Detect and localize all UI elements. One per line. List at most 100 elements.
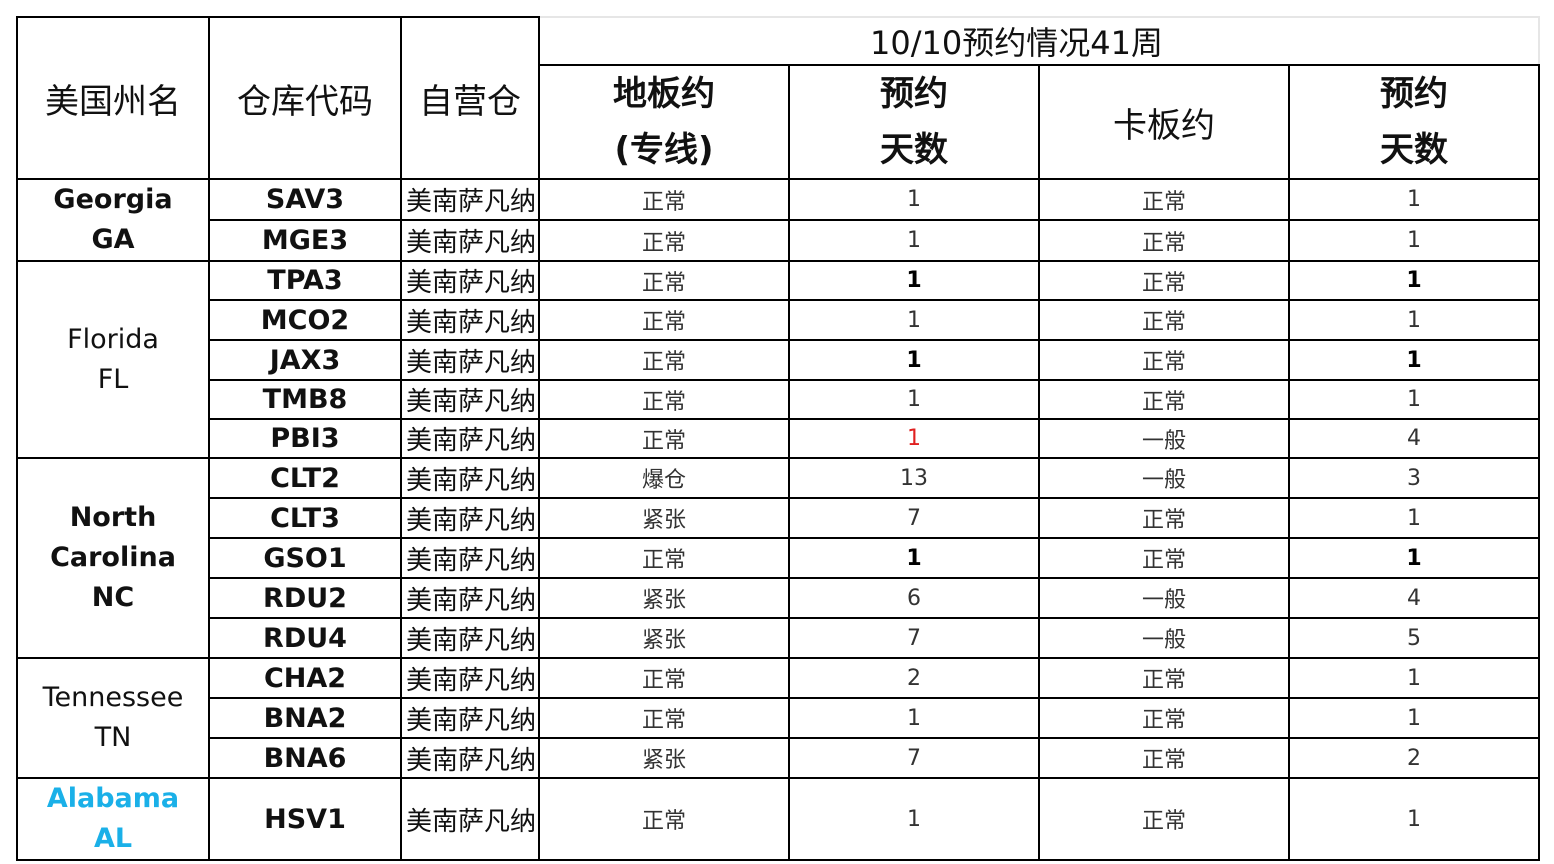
truck-days: 1 [1287,777,1541,861]
floor-status: 正常 [538,777,790,861]
floor-status: 正常 [538,178,790,221]
self-warehouse: 美南萨凡纳 [400,219,540,262]
truck-status: 一般 [1038,617,1290,659]
floor-status: 正常 [538,379,790,420]
table-title: 10/10预约情况41周 [537,16,1541,66]
table-row: RDU2 美南萨凡纳 紧张 6 一般 4 [17,577,1541,619]
state-name-line: Georgia [53,184,173,215]
warehouse-code: TMB8 [208,379,402,420]
floor-days: 1 [788,777,1040,861]
warehouse-code: MGE3 [208,219,402,262]
table-row: JAX3 美南萨凡纳 正常 1 正常 1 [17,339,1541,381]
table-row: MGE3 美南萨凡纳 正常 1 正常 1 [17,219,1541,262]
truck-status: 正常 [1038,339,1290,381]
floor-status: 紧张 [538,617,790,659]
truck-status: 正常 [1038,379,1290,420]
truck-days: 1 [1287,178,1541,221]
truck-status: 一般 [1038,577,1290,619]
header-floor-line2: (专线) [614,130,714,170]
state-name-line: TN [94,722,132,753]
header-days-line1: 预约 [880,74,948,114]
truck-days: 1 [1287,219,1541,262]
state-cell: Georgia GA [16,178,210,262]
header-days-line1: 预约 [1380,74,1448,114]
state-name-line: GA [91,224,135,255]
state-cell: Tennessee TN [16,657,210,779]
floor-days: 1 [788,299,1040,341]
truck-status: 正常 [1038,777,1290,861]
self-warehouse: 美南萨凡纳 [400,737,540,779]
table-row: MCO2 美南萨凡纳 正常 1 正常 1 [17,299,1541,341]
state-cell: North Carolina NC [16,457,210,659]
self-warehouse: 美南萨凡纳 [400,178,540,221]
warehouse-code: RDU2 [208,577,402,619]
truck-status: 正常 [1038,697,1290,739]
truck-status: 正常 [1038,219,1290,262]
header-truck-days: 预约 天数 [1287,64,1541,180]
truck-status: 正常 [1038,737,1290,779]
truck-days: 5 [1287,617,1541,659]
self-warehouse: 美南萨凡纳 [400,537,540,579]
truck-status: 正常 [1038,537,1290,579]
header-self-operated: 自营仓 [400,16,540,180]
state-name-line: Tennessee [42,682,184,713]
state-cell: Alabama AL [16,777,210,861]
table-row: GSO1 美南萨凡纳 正常 1 正常 1 [17,537,1541,579]
floor-status: 正常 [538,657,790,699]
state-name-line: Carolina [50,542,176,573]
state-name-line: FL [97,363,129,395]
self-warehouse: 美南萨凡纳 [400,777,540,861]
self-warehouse: 美南萨凡纳 [400,497,540,539]
warehouse-code: TPA3 [208,260,402,301]
header-days-line2: 天数 [880,130,948,170]
warehouse-code: SAV3 [208,178,402,221]
self-warehouse: 美南萨凡纳 [400,657,540,699]
floor-status: 正常 [538,299,790,341]
floor-days: 1 [788,219,1040,262]
header-code: 仓库代码 [208,16,402,180]
floor-status: 正常 [538,339,790,381]
warehouse-code: RDU4 [208,617,402,659]
truck-days: 1 [1287,537,1541,579]
floor-status: 正常 [538,537,790,579]
table-row: Florida FL TPA3 美南萨凡纳 正常 1 正常 1 [16,260,1541,459]
floor-days: 1 [788,339,1040,381]
truck-status: 正常 [1038,178,1290,221]
truck-status: 正常 [1038,497,1290,539]
warehouse-code: HSV1 [208,777,402,861]
self-warehouse: 美南萨凡纳 [400,339,540,381]
floor-days: 7 [788,617,1040,659]
floor-days: 1 [788,260,1040,301]
floor-status: 正常 [538,418,790,459]
truck-days: 4 [1287,418,1541,459]
warehouse-code: PBI3 [208,418,402,459]
floor-status: 爆仓 [538,457,790,499]
table-row: CLT3 美南萨凡纳 紧张 7 正常 1 [17,497,1541,539]
floor-status: 紧张 [538,577,790,619]
state-name-line: NC [91,582,135,613]
header-floor-line1: 地板约 [613,74,715,114]
warehouse-code: BNA2 [208,697,402,739]
header-days-line2: 天数 [1380,130,1448,170]
warehouse-code: CLT2 [208,457,402,499]
truck-days: 2 [1287,737,1541,779]
truck-days: 1 [1287,299,1541,341]
table-row: BNA6 美南萨凡纳 紧张 7 正常 2 [17,737,1541,779]
floor-days: 2 [788,657,1040,699]
warehouse-code: CHA2 [208,657,402,699]
truck-status: 正常 [1038,299,1290,341]
self-warehouse: 美南萨凡纳 [400,260,540,301]
floor-status: 正常 [538,219,790,262]
truck-days: 1 [1287,497,1541,539]
reservation-table: 美国州名 仓库代码 自营仓 10/10预约情况41周 地板约 (专线) 预约 天数 … [16,16,1541,861]
header-truck: 卡板约 [1038,64,1290,180]
floor-days: 7 [788,737,1040,779]
state-name-line: Florida [67,323,159,355]
warehouse-code: GSO1 [208,537,402,579]
truck-days: 1 [1287,339,1541,381]
floor-days: 1 [788,697,1040,739]
warehouse-code: MCO2 [208,299,402,341]
self-warehouse: 美南萨凡纳 [400,379,540,420]
state-name-line: AL [93,823,133,854]
state-cell: Florida FL [16,260,210,459]
